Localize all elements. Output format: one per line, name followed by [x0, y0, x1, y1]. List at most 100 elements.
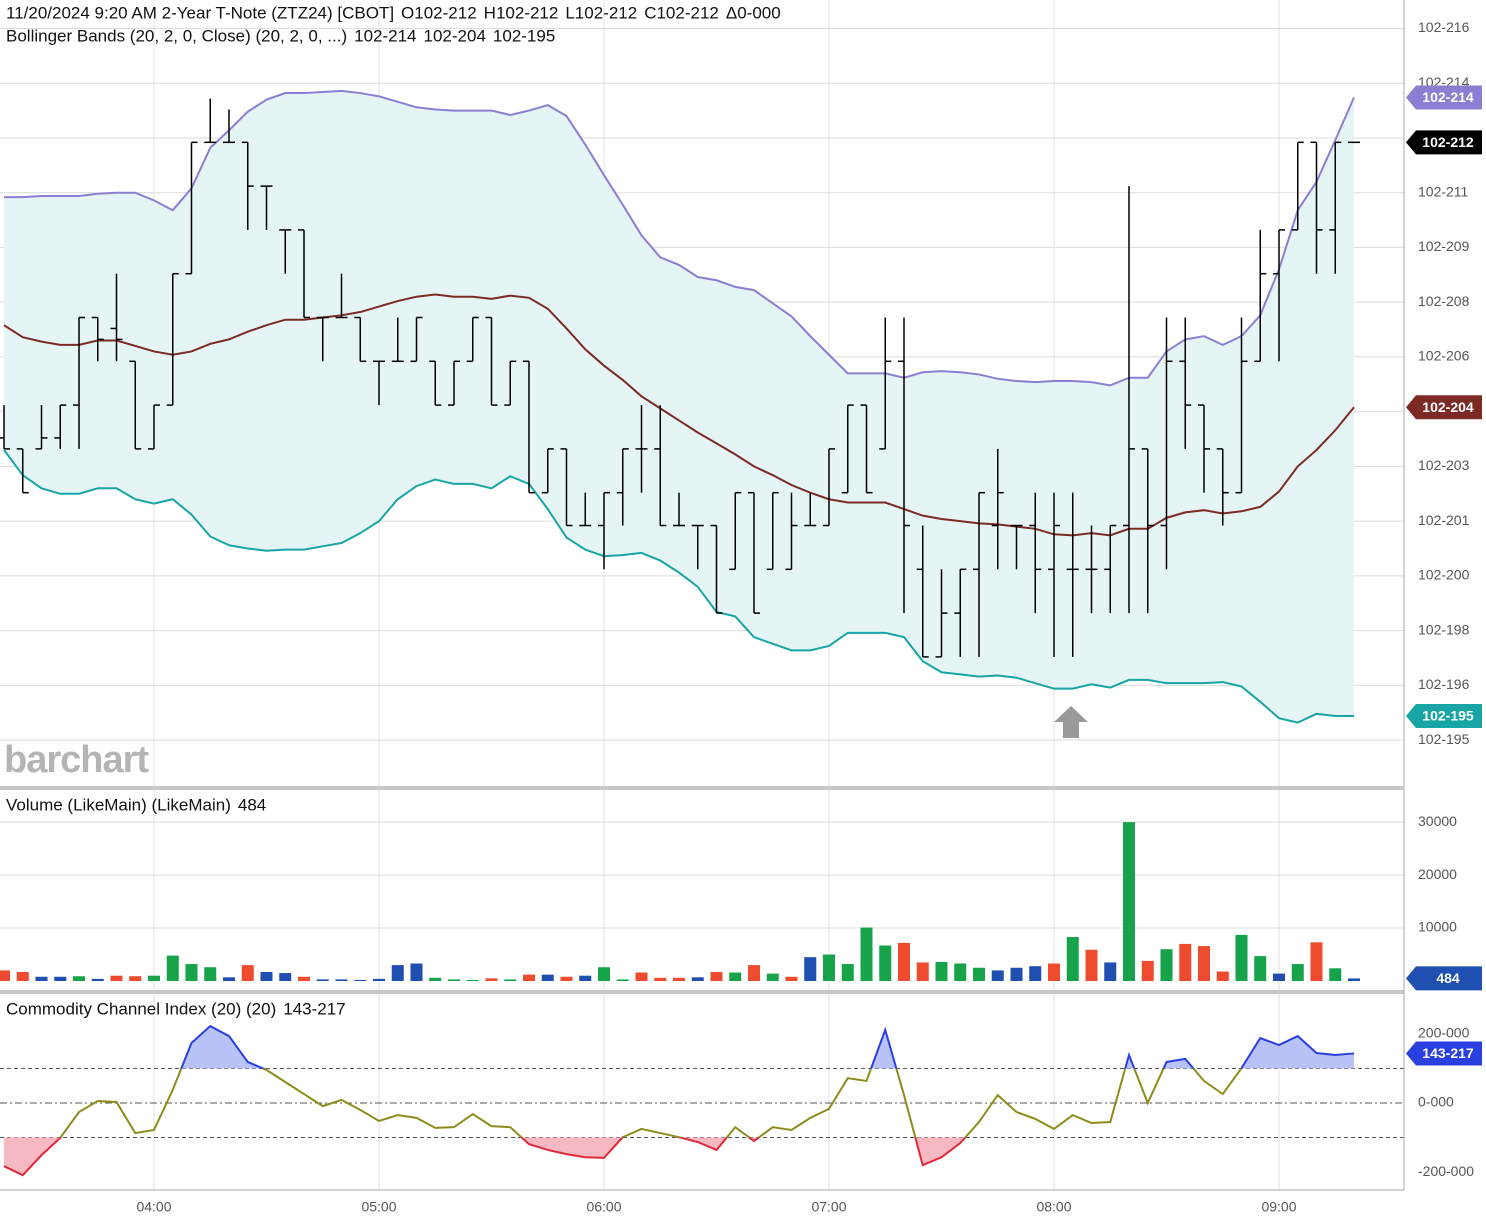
indicator-value: 102-204 [424, 26, 486, 45]
quote-value: Δ0-000 [726, 3, 781, 22]
volume-bar [1348, 978, 1360, 981]
volume-bar [1066, 937, 1079, 981]
quote-value: L102-212 [565, 3, 637, 22]
volume-bar [860, 927, 873, 981]
quote-value: O102-212 [401, 3, 477, 22]
volume-bar [1198, 946, 1210, 981]
x-tick-label: 09:00 [1261, 1199, 1296, 1215]
volume-bar [1010, 967, 1023, 981]
band-value-tag: 102-214 [1422, 89, 1474, 105]
volume-bar [129, 976, 142, 981]
volume-bar [91, 978, 104, 981]
y-tick-label: 102-200 [1418, 567, 1470, 583]
volume-bar [560, 976, 573, 981]
volume-bar [898, 942, 910, 981]
volume-bar [316, 979, 329, 981]
panel-title: Volume (LikeMain) (LikeMain) [6, 795, 231, 814]
volume-bar [1029, 966, 1042, 981]
last-price-tag-bg [1406, 130, 1482, 155]
volume-bar [635, 972, 648, 981]
volume-bar [879, 945, 892, 981]
volume-bar [1048, 963, 1060, 981]
y-tick-label: 10000 [1418, 919, 1457, 935]
volume-bar [466, 979, 479, 981]
y-tick-label: 0-000 [1418, 1094, 1454, 1110]
volume-bar [973, 967, 985, 981]
volume-bar [766, 973, 779, 981]
volume-bar [916, 962, 929, 981]
volume-bar [485, 978, 498, 981]
volume-bar [1123, 822, 1135, 981]
volume-bar [335, 979, 348, 981]
volume-bar [410, 963, 423, 981]
band-value-tag: 102-204 [1422, 399, 1474, 415]
volume-bar [73, 976, 85, 981]
cci-value-tag: 143-217 [1422, 1045, 1474, 1061]
volume-bar [1329, 968, 1342, 981]
x-tick-label: 07:00 [811, 1199, 846, 1215]
cci-line-high [180, 1024, 1355, 1069]
volume-bar [0, 970, 10, 981]
volume-bar [166, 955, 179, 981]
cci-line [59, 1068, 1243, 1138]
band-value-tag-bg [1406, 704, 1482, 729]
band-value-tag-bg [1406, 395, 1482, 420]
x-tick-label: 06:00 [586, 1199, 621, 1215]
volume-bar [448, 979, 460, 981]
volume-bar [691, 977, 704, 981]
volume-bar [260, 971, 273, 981]
volume-bar [429, 977, 442, 981]
volume-bar [579, 975, 592, 981]
volume-bar [841, 964, 854, 981]
indicator-value: 102-195 [493, 26, 555, 45]
volume-bar [35, 976, 48, 981]
volume-bar [1179, 943, 1192, 981]
y-tick-label: 102-201 [1418, 512, 1470, 528]
volume-bar [1235, 934, 1248, 981]
band-value-tag-bg [1406, 85, 1482, 110]
y-tick-label: 102-208 [1418, 293, 1470, 309]
x-tick-label: 08:00 [1036, 1199, 1071, 1215]
x-tick-label: 04:00 [136, 1199, 171, 1215]
y-tick-label: 102-196 [1418, 676, 1470, 692]
volume-bar [204, 967, 217, 981]
volume-bar [354, 979, 367, 981]
band-value-tag: 102-195 [1422, 708, 1474, 724]
volume-bar [748, 965, 760, 981]
signal-arrow [1054, 706, 1088, 738]
last-price-tag: 102-212 [1422, 134, 1474, 150]
volume-value-tag-bg [1406, 966, 1482, 991]
volume-bar [1085, 949, 1098, 981]
volume-bar [148, 975, 160, 981]
y-tick-label: 102-206 [1418, 348, 1470, 364]
quote-value: C102-212 [644, 3, 719, 22]
volume-bar [673, 977, 685, 981]
y-tick-label: -200-000 [1418, 1163, 1474, 1179]
panel-value: 143-217 [283, 999, 345, 1018]
volume-bar [616, 979, 629, 981]
volume-bar [279, 973, 292, 981]
volume-bar [935, 961, 948, 981]
volume-bar [54, 976, 67, 981]
text-layer: 04:00 05:00 06:00 07:00 08:00 09:00 102-216 102… [4, 3, 1482, 1215]
quote-value: H102-212 [484, 3, 559, 22]
volume-bar [991, 970, 1004, 981]
watermark: barchart [4, 739, 149, 781]
cci-value-tag-bg [1406, 1041, 1482, 1066]
volume-bar [1160, 949, 1173, 981]
volume-bar [954, 963, 967, 981]
panel-value: 484 [238, 795, 266, 814]
volume-value-tag: 484 [1436, 970, 1460, 986]
panel-separator [0, 786, 1404, 790]
indicator-value: 102-214 [354, 26, 416, 45]
volume-bar [223, 977, 235, 981]
volume-bar [541, 974, 554, 981]
volume-bar [298, 976, 310, 981]
y-tick-label: 102-216 [1418, 19, 1470, 35]
volume-bar [241, 965, 254, 981]
volume-bar [1291, 964, 1304, 981]
volume-bar [523, 974, 535, 981]
indicator-title: Bollinger Bands (20, 2, 0, Close) (20, 2… [6, 26, 347, 45]
